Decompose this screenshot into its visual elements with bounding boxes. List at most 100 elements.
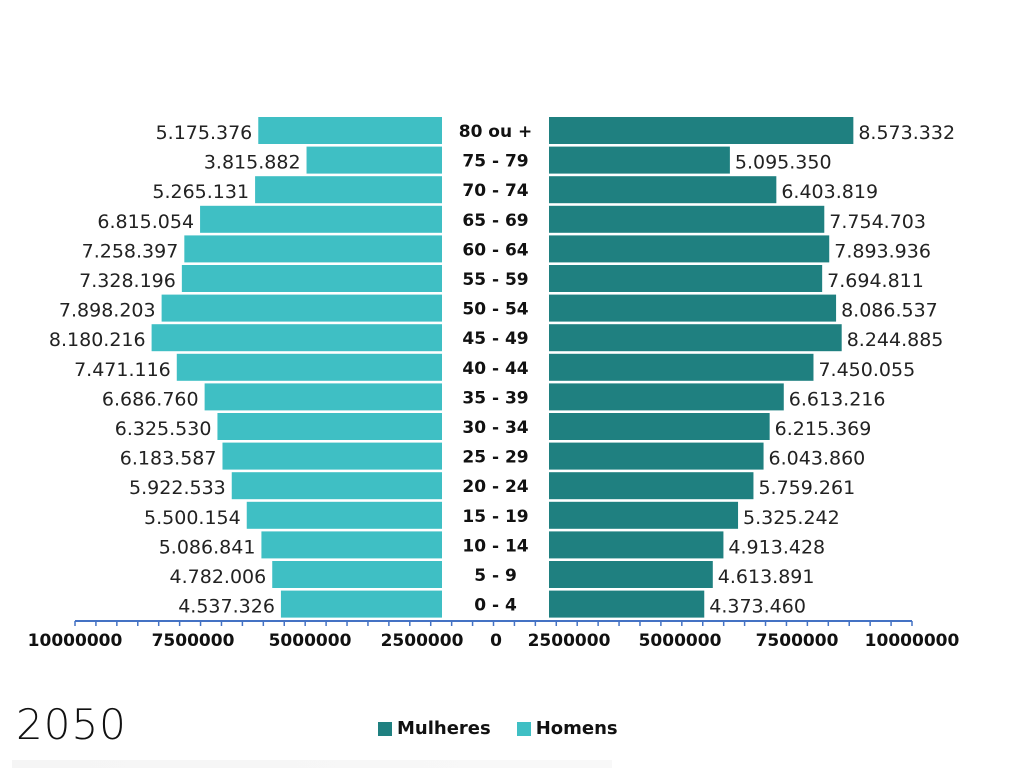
legend-item-mulheres: Mulheres <box>378 718 491 739</box>
homens-value-label: 7.471.116 <box>74 359 171 381</box>
homens-value-label: 7.258.397 <box>82 240 179 262</box>
homens-bar <box>184 235 442 263</box>
homens-value-label: 5.175.376 <box>156 122 253 144</box>
age-group-labels: 80 ou + 75 - 79 70 - 74 65 - 69 60 - 64 55 - … <box>459 122 533 616</box>
mulheres-bar <box>549 324 842 352</box>
age-group-label: 55 - 59 <box>462 270 528 290</box>
age-group-label: 0 - 4 <box>474 596 517 616</box>
homens-value-label: 7.898.203 <box>59 300 156 322</box>
mulheres-value-label: 8.244.885 <box>847 329 944 351</box>
homens-value-label: 6.815.054 <box>97 211 194 233</box>
age-group-label: 35 - 39 <box>462 388 528 408</box>
legend-label-mulheres: Mulheres <box>397 718 491 739</box>
x-axis-tick-label: 2500000 <box>528 631 611 651</box>
homens-bar <box>217 413 442 440</box>
homens-value-label: 4.782.006 <box>170 566 267 588</box>
homens-value-label: 8.180.216 <box>49 329 146 351</box>
homens-bar <box>261 531 442 559</box>
legend: Mulheres Homens <box>378 718 618 739</box>
mulheres-value-label: 7.694.811 <box>827 270 924 292</box>
age-group-label: 70 - 74 <box>462 181 528 201</box>
homens-bar <box>161 294 442 322</box>
mulheres-bar <box>549 472 754 500</box>
homens-bar <box>204 383 442 411</box>
homens-value-label: 5.500.154 <box>144 507 241 529</box>
mulheres-value-label: 7.754.703 <box>829 211 926 233</box>
mulheres-bar <box>549 501 739 529</box>
homens-value-labels: 5.175.376 3.815.882 5.265.131 6.815.054 7.25… <box>49 122 301 618</box>
age-group-label: 65 - 69 <box>462 211 528 231</box>
age-group-label: 5 - 9 <box>474 566 517 586</box>
mulheres-bar <box>549 265 823 292</box>
age-group-label: 50 - 54 <box>462 300 528 320</box>
mulheres-bar <box>549 561 713 588</box>
mulheres-value-label: 7.893.936 <box>834 240 931 262</box>
homens-bar <box>280 590 442 618</box>
homens-bar <box>306 146 442 174</box>
legend-swatch-homens <box>516 721 531 736</box>
x-axis-tick-label: 10000000 <box>865 631 960 651</box>
homens-bar <box>222 442 442 470</box>
x-axis-tick-label: 0 <box>490 631 502 651</box>
mulheres-value-label: 5.759.261 <box>758 477 855 499</box>
homens-value-label: 3.815.882 <box>204 152 301 174</box>
mulheres-bar <box>549 117 854 144</box>
source-footnote-faded <box>12 760 612 768</box>
mulheres-bar <box>549 353 814 381</box>
year-label: 2050 <box>16 700 127 749</box>
homens-value-label: 6.325.530 <box>115 418 212 440</box>
age-group-label: 80 ou + <box>459 122 533 142</box>
homens-value-label: 6.183.587 <box>120 448 217 470</box>
age-group-label: 10 - 14 <box>462 536 528 556</box>
age-group-label: 45 - 49 <box>462 329 528 349</box>
x-axis-tick-label: 2500000 <box>381 631 464 651</box>
mulheres-value-label: 6.215.369 <box>775 418 872 440</box>
homens-value-label: 4.537.326 <box>178 596 275 618</box>
mulheres-value-label: 6.403.819 <box>781 181 878 203</box>
mulheres-value-label: 4.613.891 <box>718 566 815 588</box>
mulheres-bar <box>549 590 705 618</box>
homens-bar <box>231 472 442 500</box>
x-axis-tick-label: 5000000 <box>639 631 722 651</box>
mulheres-bar <box>549 294 837 322</box>
homens-bar <box>151 324 442 352</box>
homens-bar <box>181 265 442 292</box>
x-axis-tick-label: 10000000 <box>28 631 123 651</box>
x-axis-tick-labels: 10000000 7500000 5000000 2500000 0 2500000 500… <box>28 631 960 651</box>
legend-swatch-mulheres <box>378 721 392 736</box>
homens-bar <box>258 117 442 144</box>
mulheres-value-label: 8.086.537 <box>841 300 938 322</box>
age-group-label: 30 - 34 <box>462 418 528 438</box>
legend-item-homens: Homens <box>516 718 618 739</box>
homens-bar <box>272 561 442 588</box>
mulheres-value-label: 4.373.460 <box>709 596 806 618</box>
mulheres-bar <box>549 383 784 411</box>
mulheres-value-label: 8.573.332 <box>858 122 955 144</box>
homens-bar <box>255 176 442 204</box>
homens-value-label: 6.686.760 <box>102 388 199 410</box>
homens-value-label: 5.265.131 <box>152 181 249 203</box>
mulheres-bars <box>549 117 854 618</box>
mulheres-value-label: 6.613.216 <box>789 388 886 410</box>
x-axis <box>74 620 913 626</box>
x-axis-tick-label: 7500000 <box>756 631 839 651</box>
mulheres-value-label: 7.450.055 <box>818 359 915 381</box>
age-group-label: 75 - 79 <box>462 152 528 172</box>
age-group-label: 40 - 44 <box>462 359 528 379</box>
mulheres-bar <box>549 413 770 440</box>
x-axis-tick-label: 7500000 <box>152 631 235 651</box>
homens-bar <box>246 501 442 529</box>
age-group-label: 15 - 19 <box>462 507 528 527</box>
mulheres-bar <box>549 205 825 233</box>
mulheres-value-label: 5.325.242 <box>743 507 840 529</box>
mulheres-value-label: 6.043.860 <box>769 448 866 470</box>
mulheres-value-label: 5.095.350 <box>735 152 832 174</box>
homens-value-label: 5.922.533 <box>129 477 226 499</box>
homens-value-label: 5.086.841 <box>159 536 256 558</box>
age-group-label: 20 - 24 <box>462 477 528 497</box>
mulheres-bar <box>549 442 764 470</box>
mulheres-value-labels: 8.573.332 5.095.350 6.403.819 7.754.703 7.89… <box>709 122 955 618</box>
x-axis-tick-label: 5000000 <box>269 631 352 651</box>
homens-bar <box>200 205 442 233</box>
